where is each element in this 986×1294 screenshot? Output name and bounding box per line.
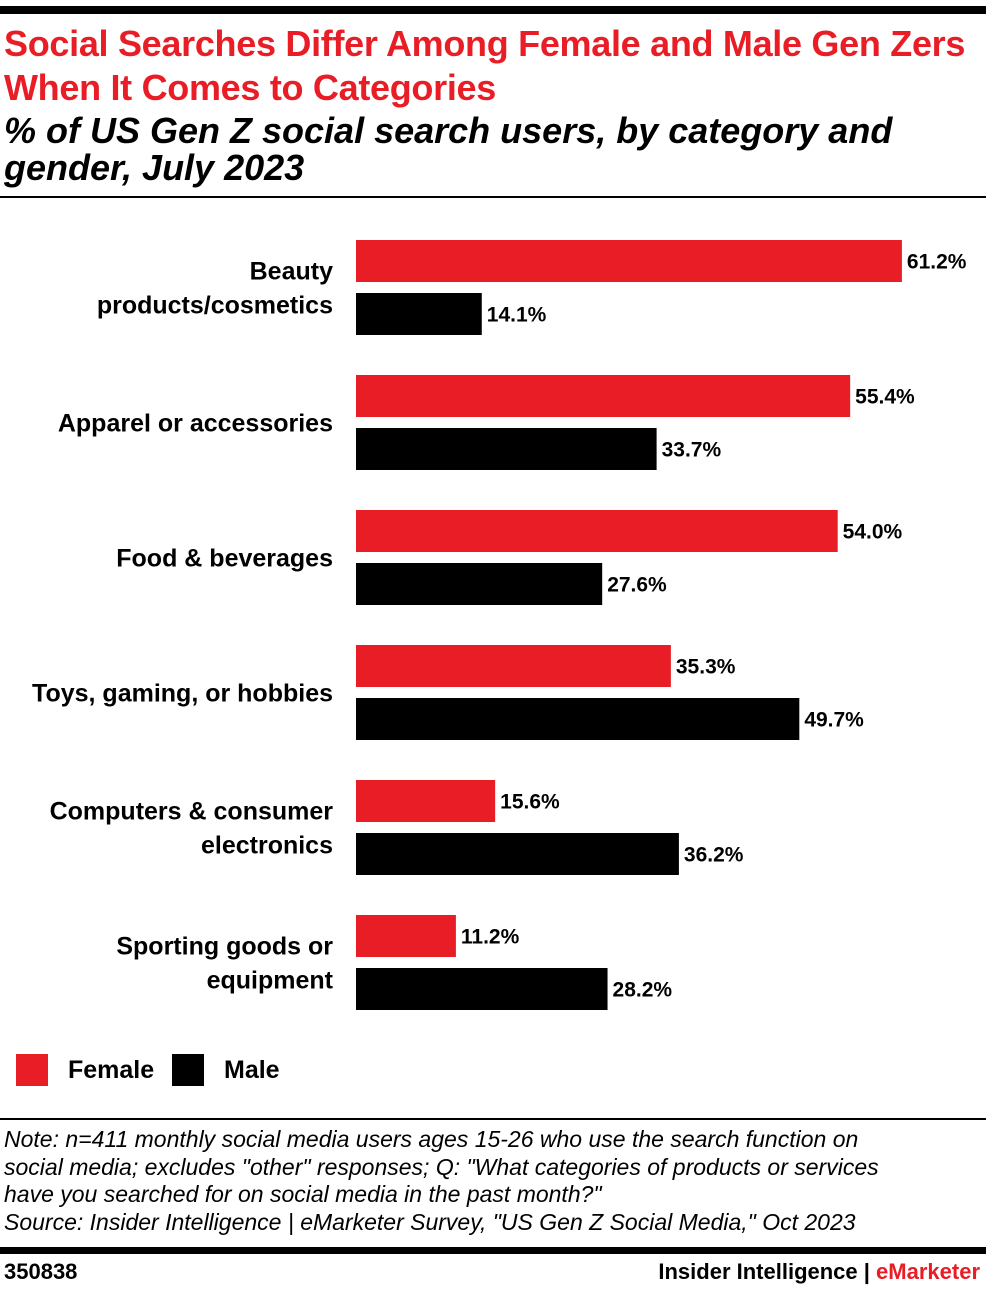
brand-logo: Insider Intelligence | eMarketer xyxy=(658,1259,980,1285)
bar-male xyxy=(356,833,679,875)
data-label: 55.4% xyxy=(855,386,915,409)
data-label: 35.3% xyxy=(676,656,736,679)
legend-label-female: Female xyxy=(68,1055,155,1084)
top-rule xyxy=(0,6,986,14)
data-label: 33.7% xyxy=(662,439,722,462)
brand-main: Insider Intelligence | xyxy=(658,1259,877,1284)
category-label: Toys, gaming, or hobbies xyxy=(32,680,333,708)
brand-accent: eMarketer xyxy=(876,1259,980,1284)
note-line: social media; excludes "other" responses… xyxy=(4,1153,879,1180)
bar-chart: Beauty products/cosmetics 61.2% 14.1% Appare… xyxy=(32,240,967,1010)
bar-male xyxy=(356,563,603,605)
category-label: Food & beverages xyxy=(116,545,333,573)
data-label: 61.2% xyxy=(907,251,967,274)
bar-male xyxy=(356,293,482,335)
bar-female xyxy=(356,240,902,282)
note-line: have you searched for on social media in… xyxy=(4,1181,602,1207)
bar-female xyxy=(356,645,671,687)
data-label: 11.2% xyxy=(461,926,520,949)
data-label: 14.1% xyxy=(487,304,547,327)
data-label: 54.0% xyxy=(843,521,903,544)
bar-female xyxy=(356,375,851,417)
note-rule xyxy=(0,1118,986,1120)
bottom-rule xyxy=(0,1247,986,1254)
data-label: 49.7% xyxy=(804,709,864,732)
data-label: 28.2% xyxy=(613,979,673,1002)
category-label: electronics xyxy=(201,832,333,860)
header-rule xyxy=(0,196,986,198)
category-label: Apparel or accessories xyxy=(58,410,333,438)
chart-id: 350838 xyxy=(4,1259,78,1284)
bar-male xyxy=(356,968,608,1010)
data-label: 36.2% xyxy=(684,844,744,867)
category-label: Computers & consumer xyxy=(50,798,334,826)
chart-subtitle: % of US Gen Z social search users, by ca… xyxy=(4,110,893,188)
legend-label-male: Male xyxy=(224,1055,280,1084)
bar-female xyxy=(356,510,838,552)
legend-swatch-female xyxy=(16,1054,48,1086)
note-line: Note: n=411 monthly social media users a… xyxy=(4,1126,859,1152)
chart-title: Social Searches Differ Among Female and … xyxy=(4,23,966,108)
chart-note: Note: n=411 monthly social media users a… xyxy=(4,1126,982,1236)
legend-item-female: Female xyxy=(16,1054,154,1086)
data-label: 15.6% xyxy=(500,791,560,814)
category-label: Beauty xyxy=(250,258,333,286)
bar-female xyxy=(356,780,496,822)
bar-male xyxy=(356,698,800,740)
data-label: 27.6% xyxy=(607,574,667,597)
bar-female xyxy=(356,915,456,957)
source-line: Source: Insider Intelligence | eMarketer… xyxy=(4,1208,856,1235)
legend-swatch-male xyxy=(172,1054,204,1086)
category-label: products/cosmetics xyxy=(97,292,333,320)
legend-item-male: Male xyxy=(172,1054,280,1086)
category-label: Sporting goods or xyxy=(116,933,333,961)
category-label: equipment xyxy=(207,967,334,995)
bar-male xyxy=(356,428,657,470)
